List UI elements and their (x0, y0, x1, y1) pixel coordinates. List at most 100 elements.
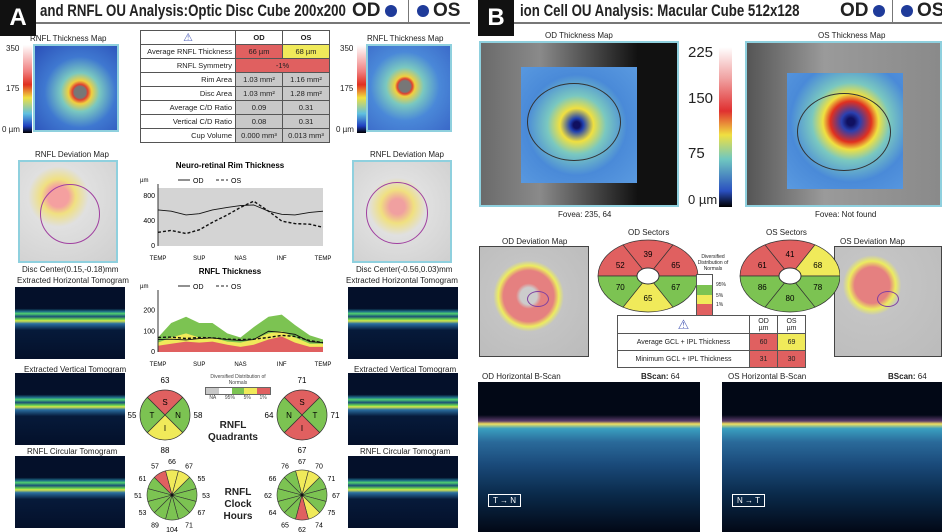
quadrant-value: 58 (194, 411, 203, 420)
od-value: 1.03 mm² (235, 72, 283, 87)
quadrant-value: 64 (265, 411, 274, 420)
od-disc-center: Disc Center(0.15,-0.18)mm (22, 265, 119, 274)
os-thickness-map-title: RNFL Thickness Map (367, 34, 444, 43)
quadrant-letter: I (301, 424, 303, 433)
os-rnfl-thickness-map (366, 44, 452, 132)
legend-title: Diversified Distribution of Normals (697, 254, 729, 272)
od-circ-tomo-title: RNFL Circular Tomogram (27, 447, 118, 456)
clock-hour-value: 76 (281, 464, 289, 471)
x-tick-label: TEMP (150, 362, 167, 368)
quadrant-value: 71 (298, 376, 307, 385)
os-rnfl-deviation-map (352, 160, 452, 263)
sector-center (636, 267, 660, 285)
scale-225: 225 (688, 44, 714, 61)
row-label: Average RNFL Thickness (140, 44, 236, 59)
bscan-number: 64 (670, 372, 680, 381)
y-tick-label: 200 (143, 308, 155, 315)
panel-a-badge: A (0, 0, 36, 36)
table-row: Average RNFL Thickness 66 µm 68 µm (140, 44, 330, 59)
os-sectors-title: OS Sectors (766, 228, 807, 237)
clock-hour-value: 66 (168, 459, 176, 466)
clock-hour-value: 74 (315, 522, 323, 529)
rnfl-summary-table: ⚠ OD OS Average RNFL Thickness 66 µm 68 µm R… (140, 30, 330, 143)
macular-sector-charts: 52 39 65 67 65 70 61 41 68 78 80 86 (597, 239, 840, 313)
os-label: OS (917, 0, 942, 21)
table-row: Vertical C/D Ratio 0.08 0.31 (140, 114, 330, 129)
od-value: 31 (749, 350, 778, 368)
orient-right: N (510, 496, 516, 505)
quadrant-N (164, 396, 191, 434)
panel-a-title: and RNFL OU Analysis:Optic Disc Cube 200… (40, 1, 346, 20)
bscan-label: BScan: (641, 372, 669, 381)
macular-sector (597, 275, 649, 308)
od-scale-mid: 175 (6, 84, 20, 93)
normals-legend: Diversified Distribution of Normals NA 95… (205, 374, 271, 401)
os-macular-thickness-map (745, 41, 942, 207)
bscan-number: 64 (917, 372, 927, 381)
orient-left: N (737, 496, 743, 505)
quadrant-letter: N (286, 411, 292, 420)
y-axis-label: µm (140, 178, 148, 184)
clock-hour-value: 89 (151, 522, 159, 529)
os-horizontal-tomogram (348, 287, 458, 359)
label-line: Hours (223, 511, 253, 522)
os-disc-center: Disc Center(-0.56,0.03)mm (356, 265, 453, 274)
os-value: 1.16 mm² (282, 72, 330, 87)
clock-hour-sector (153, 470, 173, 497)
macular-sector (622, 275, 674, 313)
od-eye-icon (872, 4, 885, 17)
clock-hour-value: 71 (185, 522, 193, 529)
os-eye-icon (901, 4, 913, 17)
table-row: Average C/D Ratio 0.09 0.31 (140, 100, 330, 115)
table-header-os: OS µm (777, 315, 806, 334)
quadrant-value: 55 (128, 411, 137, 420)
quadrant-value: 63 (161, 376, 170, 385)
chart-title: Neuro-retinal Rim Thickness (176, 161, 285, 170)
legend-title: Diversified Distribution of Normals (210, 374, 266, 386)
quadrant-I (146, 414, 184, 441)
clock-hour-sector (283, 470, 303, 497)
clock-hour-value: 53 (202, 493, 210, 500)
macular-sector (764, 275, 816, 313)
table-row: Rim Area 1.03 mm² 1.16 mm² (140, 72, 330, 87)
clock-hour-value: 75 (328, 510, 336, 517)
clock-hour-value: 62 (264, 493, 272, 500)
od-label: OD (352, 0, 381, 21)
y-tick-label: 100 (143, 328, 155, 335)
series-od (157, 330, 324, 344)
scale-0: 0 µm (688, 192, 718, 207)
table-row: RNFL Symmetry -1% (140, 58, 330, 73)
table-row: Cup Volume 0.000 mm³ 0.013 mm³ (140, 128, 330, 143)
os-vert-tomo-title: Extracted Vertical Tomogram (354, 365, 457, 374)
clock-hour-value: 62 (298, 527, 306, 532)
quadrant-letter: T (150, 411, 155, 420)
legend-label: 1% (259, 395, 267, 401)
legend-os: OS (231, 284, 241, 291)
panel-b-badge: B (478, 0, 514, 36)
row-label: Disc Area (140, 86, 236, 101)
os-label: OS (433, 0, 461, 21)
x-tick-label: TEMP (150, 256, 167, 262)
clock-hour-value: 64 (269, 510, 277, 517)
od-value: 60 (749, 333, 778, 351)
od-value: 0.09 (235, 100, 283, 115)
x-tick-label: INF (277, 362, 287, 368)
quadrant-value: 88 (161, 446, 170, 455)
os-value: 68 µm (282, 44, 330, 59)
legend-label: 5% (716, 293, 724, 299)
legend-od: OD (193, 178, 204, 185)
table-row: Minimum GCL + IPL Thickness 31 30 (617, 350, 806, 368)
os-scale-max: 350 (340, 44, 354, 53)
bscan-orientation: N → T (732, 494, 765, 507)
os-dev-map-title: OS Deviation Map (840, 237, 905, 246)
x-tick-label: SUP (193, 256, 205, 262)
quadrant-value: 71 (331, 411, 340, 420)
clock-center (170, 493, 174, 497)
od-scale-min: 0 µm (2, 125, 20, 134)
clock-hour-value: 57 (151, 464, 159, 471)
table-row: Average GCL + IPL Thickness 60 69 (617, 333, 806, 351)
legend-label: 95% (224, 395, 235, 401)
table-header-od: OD µm (749, 315, 778, 334)
quadrant-N (276, 396, 303, 434)
os-value: 0.013 mm³ (282, 128, 330, 143)
